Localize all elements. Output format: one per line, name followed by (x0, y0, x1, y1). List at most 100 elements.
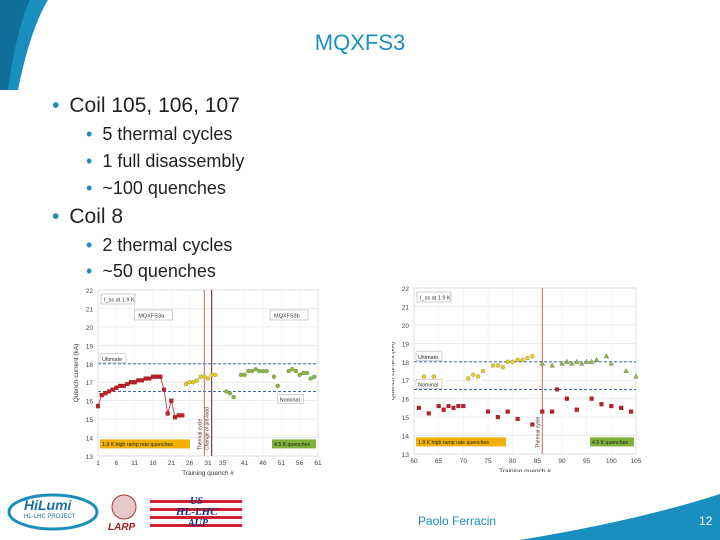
data-point (169, 398, 174, 403)
legend-entry: 4.5 K quenches (592, 440, 628, 446)
data-point (569, 360, 575, 366)
sub-bullet-text: ~50 quenches (102, 261, 216, 281)
reference-label-box (415, 379, 443, 389)
x-tick-label: 70 (460, 458, 468, 465)
data-point (293, 369, 299, 374)
y-tick-label: 22 (402, 286, 410, 293)
data-point (539, 360, 545, 366)
aup-us: US (190, 496, 203, 507)
panel-label: MQXFS3b (274, 314, 300, 320)
title-box (416, 291, 452, 303)
reference-label: Nominal (418, 382, 438, 388)
series-line (159, 376, 165, 390)
x-tick-label: 56 (296, 460, 304, 467)
x-tick-label: 80 (509, 458, 517, 465)
data-point (500, 365, 505, 370)
data-point (308, 376, 313, 381)
panel-label-box (269, 309, 309, 321)
data-point (623, 368, 629, 373)
x-tick-label: 95 (583, 458, 591, 465)
event-label: Thermal cycle (535, 417, 541, 448)
data-point (257, 369, 262, 374)
bullet-coil-105: • Coil 105, 106, 107 (52, 94, 240, 117)
series-line (170, 400, 176, 418)
data-point (540, 409, 545, 414)
chart-title: I_ss at 1.9 K (104, 298, 135, 304)
data-point (584, 358, 590, 364)
data-point (121, 383, 126, 388)
x-tick-label: 90 (558, 458, 566, 465)
data-point (209, 372, 214, 377)
y-tick-label: 13 (402, 452, 410, 459)
y-tick-label: 17 (86, 380, 94, 387)
title-box (100, 293, 136, 305)
data-point (495, 363, 501, 368)
x-tick-label: 105 (631, 458, 642, 465)
x-axis-label: Training quench # (499, 468, 551, 472)
data-point (466, 376, 471, 381)
data-point (312, 374, 317, 379)
data-point (599, 402, 604, 407)
y-tick-label: 20 (402, 323, 410, 330)
bullet-coil-8: • Coil 8 (52, 205, 124, 228)
hilumi-logo: HiLumi HL-LHC PROJECT (6, 492, 100, 532)
data-point (150, 374, 156, 379)
data-point (633, 373, 639, 379)
y-axis-label: Quench current (kA) (73, 344, 80, 403)
y-tick-label: 22 (86, 288, 94, 295)
x-tick-label: 31 (204, 460, 212, 467)
x-tick-label: 35 (219, 460, 227, 467)
data-point (574, 407, 579, 412)
footer-band (520, 494, 720, 540)
data-point (238, 372, 244, 377)
data-point (286, 369, 291, 374)
data-point (515, 357, 520, 363)
reference-label: Ultimate (418, 355, 438, 361)
data-point (550, 409, 555, 414)
sub-bullet-text: ~100 quenches (102, 178, 226, 198)
sub-bullet: • 2 thermal cycles (86, 235, 233, 255)
sub-bullet: • 5 thermal cycles (86, 124, 233, 144)
data-point (191, 380, 196, 385)
data-point (588, 358, 595, 364)
data-point (176, 413, 181, 418)
data-point (515, 416, 520, 422)
data-point (194, 378, 200, 383)
series-line (167, 400, 172, 414)
data-point (180, 413, 185, 418)
data-point (117, 383, 123, 388)
data-point (154, 374, 159, 379)
data-point (436, 403, 441, 409)
data-point (608, 360, 614, 366)
y-tick-label: 13 (86, 454, 94, 461)
data-point (128, 380, 134, 385)
chart-title: I_ss at 1.9 K (420, 296, 451, 302)
y-tick-label: 14 (402, 434, 410, 441)
bullet-text: Coil 105, 106, 107 (69, 94, 240, 117)
data-point (441, 407, 446, 412)
page-number: 12 (699, 514, 713, 528)
data-point (304, 370, 310, 376)
bullet-text: Coil 8 (69, 205, 124, 228)
data-point (619, 405, 624, 410)
data-point (202, 374, 207, 379)
data-point (110, 387, 115, 392)
data-point (593, 357, 600, 362)
sub-bullet-text: 5 thermal cycles (102, 124, 233, 144)
x-tick-label: 61 (314, 460, 322, 467)
data-point (290, 367, 295, 372)
larp-emblem (111, 494, 137, 520)
series-line (163, 389, 169, 414)
x-tick-label: 85 (534, 458, 542, 465)
event-label: Thermal cycle (197, 419, 203, 450)
data-point (227, 391, 233, 396)
data-point (549, 362, 555, 368)
x-tick-label: 51 (278, 460, 286, 467)
sub-bullet: • 1 full disassembly (86, 151, 245, 171)
data-point (421, 374, 427, 379)
data-point (564, 396, 569, 401)
data-point (275, 383, 280, 389)
reference-label: Nominal (280, 397, 300, 403)
data-point (510, 359, 515, 364)
data-point (629, 409, 634, 414)
